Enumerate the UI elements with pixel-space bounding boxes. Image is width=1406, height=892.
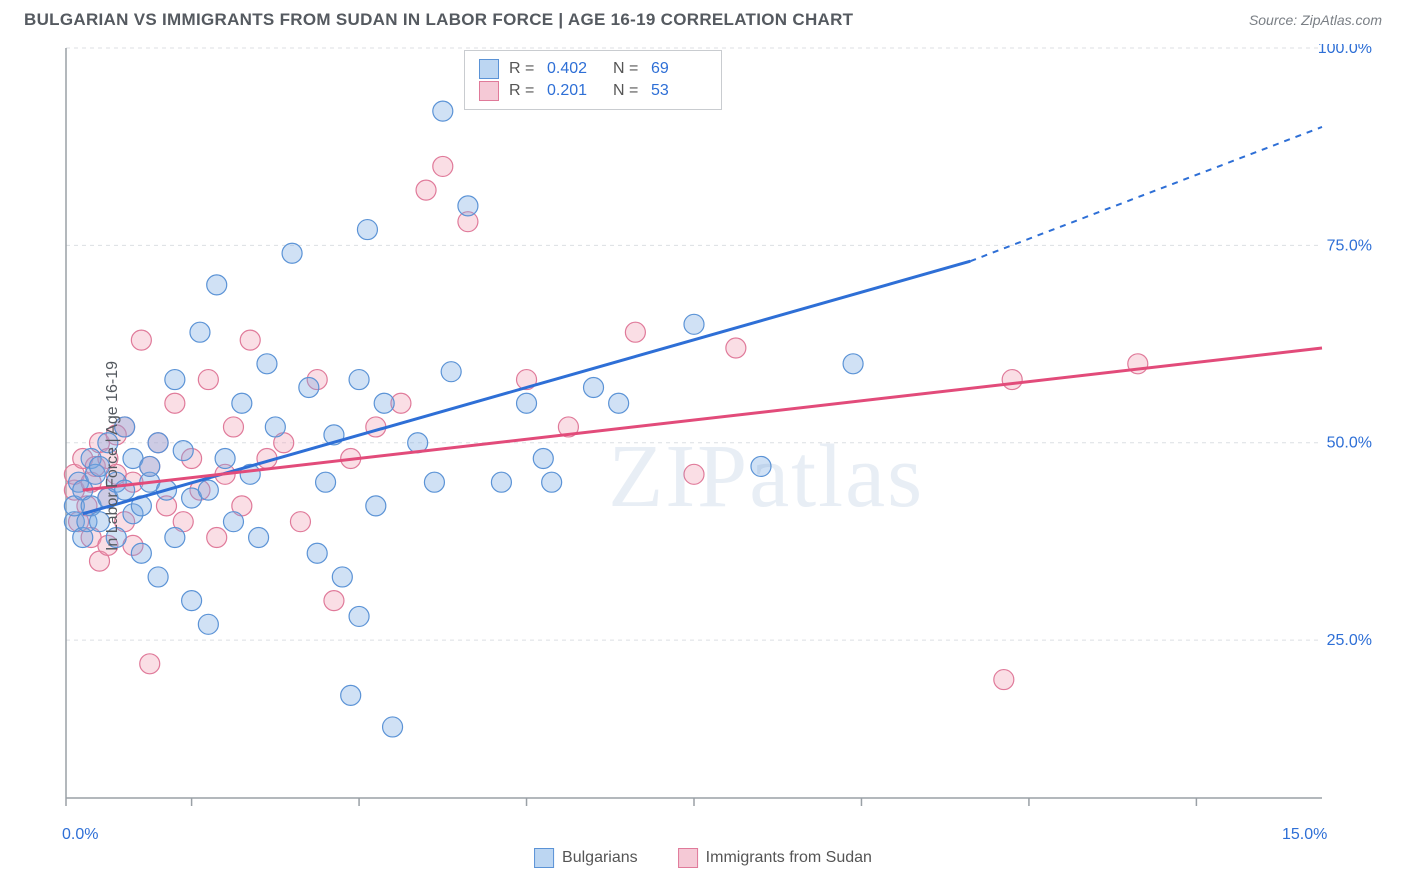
svg-text:100.0%: 100.0% [1318, 44, 1372, 57]
legend-label-sudan: Immigrants from Sudan [706, 849, 872, 867]
correlation-legend: R = 0.402 N = 69 R = 0.201 N = 53 [464, 50, 722, 110]
scatter-chart: 25.0% 50.0% 75.0% 100.0% [24, 44, 1382, 868]
legend-r-label: R = [509, 82, 537, 100]
legend-n-value-bulgarians: 69 [651, 60, 707, 78]
legend-n-label: N = [613, 60, 641, 78]
series-legend: Bulgarians Immigrants from Sudan [534, 848, 872, 868]
chart-container: In Labor Force | Age 16-19 25.0% 50.0% 75.… [24, 44, 1382, 868]
legend-r-label: R = [509, 60, 537, 78]
legend-swatch-bulgarians [479, 59, 499, 79]
y-axis-label: In Labor Force | Age 16-19 [104, 361, 122, 551]
svg-text:75.0%: 75.0% [1327, 237, 1372, 254]
legend-r-value-sudan: 0.201 [547, 82, 603, 100]
legend-label-bulgarians: Bulgarians [562, 849, 638, 867]
legend-swatch-sudan [479, 81, 499, 101]
x-axis-min: 0.0% [62, 826, 98, 844]
legend-swatch-icon [678, 848, 698, 868]
legend-swatch-icon [534, 848, 554, 868]
source-attribution: Source: ZipAtlas.com [1249, 12, 1382, 28]
legend-row-bulgarians: R = 0.402 N = 69 [479, 59, 707, 79]
legend-n-value-sudan: 53 [651, 82, 707, 100]
svg-text:25.0%: 25.0% [1327, 632, 1372, 649]
legend-item-sudan: Immigrants from Sudan [678, 848, 872, 868]
chart-title: BULGARIAN VS IMMIGRANTS FROM SUDAN IN LA… [24, 10, 853, 30]
legend-row-sudan: R = 0.201 N = 53 [479, 81, 707, 101]
legend-r-value-bulgarians: 0.402 [547, 60, 603, 78]
legend-item-bulgarians: Bulgarians [534, 848, 638, 868]
legend-n-label: N = [613, 82, 641, 100]
svg-text:50.0%: 50.0% [1327, 435, 1372, 452]
x-axis-max: 15.0% [1282, 826, 1327, 844]
